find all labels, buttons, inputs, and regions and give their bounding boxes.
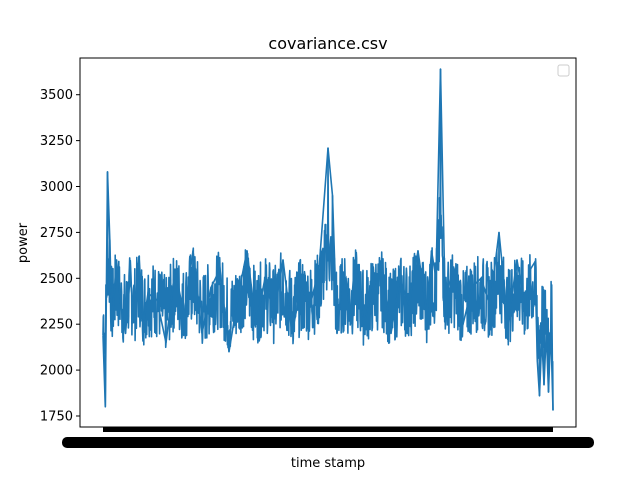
y-tick-label: 2500 [40,272,73,287]
y-tick-label: 3250 [40,134,73,149]
y-axis-ticks: 1750 2000 2250 2500 2750 3000 3250 3500 [40,88,80,424]
x-tick-labels-band [62,437,594,448]
y-axis-label: power [16,222,31,263]
plot-layer [102,68,554,411]
y-tick-label: 3500 [40,88,73,103]
y-tick-label: 2250 [40,318,73,333]
y-tick-label: 2000 [40,364,73,379]
x-axis-label: time stamp [291,456,365,471]
y-tick-label: 3000 [40,180,73,195]
x-tick-marks-band [103,427,553,432]
x-axis-ticks [62,427,594,448]
chart-title: covariance.csv [268,34,387,53]
legend-box [557,64,570,77]
series-anchor-line [102,68,554,411]
y-tick-label: 2750 [40,226,73,241]
plot-frame [79,57,577,428]
y-tick-label: 1750 [40,409,73,424]
